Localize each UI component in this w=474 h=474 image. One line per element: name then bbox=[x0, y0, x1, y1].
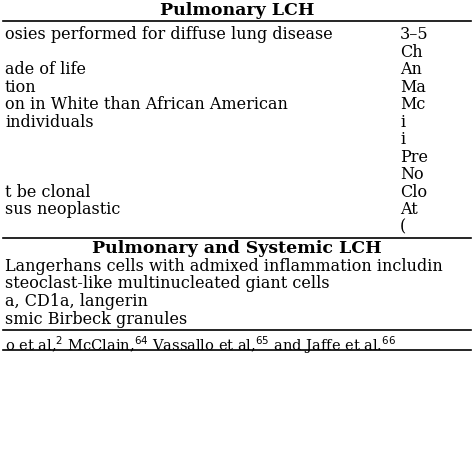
Text: i: i bbox=[400, 113, 405, 130]
Text: Ch: Ch bbox=[400, 44, 423, 61]
Text: smic Birbeck granules: smic Birbeck granules bbox=[5, 310, 187, 328]
Text: No: No bbox=[400, 166, 424, 183]
Text: a, CD1a, langerin: a, CD1a, langerin bbox=[5, 293, 148, 310]
Text: t be clonal: t be clonal bbox=[5, 183, 91, 201]
Text: individuals: individuals bbox=[5, 113, 94, 130]
Text: ade of life: ade of life bbox=[5, 61, 86, 78]
Text: An: An bbox=[400, 61, 422, 78]
Text: osies performed for diffuse lung disease: osies performed for diffuse lung disease bbox=[5, 26, 333, 43]
Text: Pulmonary and Systemic LCH: Pulmonary and Systemic LCH bbox=[92, 240, 382, 257]
Text: on in White than African American: on in White than African American bbox=[5, 96, 288, 113]
Text: At: At bbox=[400, 201, 418, 218]
Text: tion: tion bbox=[5, 79, 36, 95]
Text: 3–5: 3–5 bbox=[400, 26, 428, 43]
Text: sus neoplastic: sus neoplastic bbox=[5, 201, 120, 218]
Text: Mc: Mc bbox=[400, 96, 425, 113]
Text: (: ( bbox=[400, 219, 406, 236]
Text: i: i bbox=[400, 131, 405, 148]
Text: steoclast-like multinucleated giant cells: steoclast-like multinucleated giant cell… bbox=[5, 275, 329, 292]
Text: Pre: Pre bbox=[400, 148, 428, 165]
Text: Clo: Clo bbox=[400, 183, 427, 201]
Text: Langerhans cells with admixed inflammation includin: Langerhans cells with admixed inflammati… bbox=[5, 258, 443, 275]
Text: Ma: Ma bbox=[400, 79, 426, 95]
Text: o et al,$^{2}$ McClain,$^{64}$ Vassallo et al,$^{65}$ and Jaffe et al.$^{66}$: o et al,$^{2}$ McClain,$^{64}$ Vassallo … bbox=[5, 334, 396, 356]
Text: Pulmonary LCH: Pulmonary LCH bbox=[160, 2, 314, 19]
